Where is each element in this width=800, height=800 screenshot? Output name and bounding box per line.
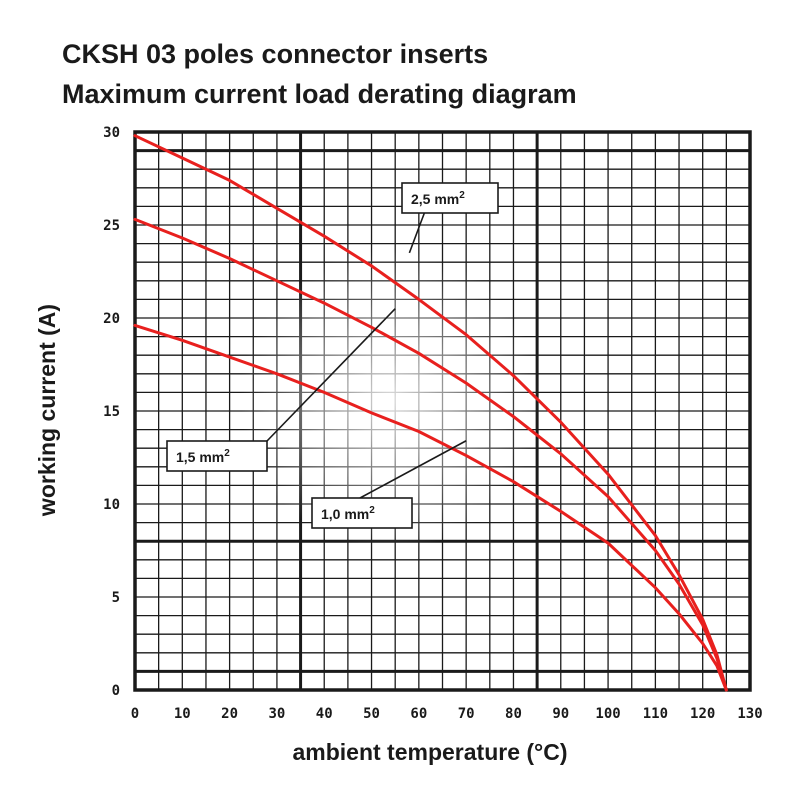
chart-title: CKSH 03 poles connector inserts Maximum …	[62, 34, 577, 114]
x-tick-label: 50	[363, 706, 380, 722]
x-tick-label: 120	[690, 706, 715, 722]
label-superscript: 2	[369, 505, 375, 516]
series-line-2	[133, 217, 728, 692]
x-tick-label: 30	[268, 706, 285, 722]
label-box	[166, 440, 268, 472]
label-box	[311, 497, 413, 529]
x-tick-label: 0	[131, 706, 139, 722]
series-line-3	[133, 323, 728, 692]
label-main: 1,0 mm	[321, 506, 369, 522]
series-label-2: 1,5 mm2	[166, 308, 396, 472]
y-tick-label: 20	[103, 311, 120, 327]
x-tick-label: 100	[595, 706, 620, 722]
y-tick-label: 25	[103, 218, 120, 234]
y-tick-label: 10	[103, 497, 120, 513]
chart-title-line-1: CKSH 03 poles connector inserts	[62, 39, 489, 69]
x-tick-label: 90	[552, 706, 569, 722]
leader-line	[266, 308, 396, 442]
series-label-text: 2,5 mm2	[411, 190, 465, 207]
series-label-3: 1,0 mm2	[311, 440, 467, 529]
x-tick-label: 10	[174, 706, 191, 722]
label-main: 1,5 mm	[176, 449, 224, 465]
label-main: 2,5 mm	[411, 191, 459, 207]
x-tick-label: 110	[643, 706, 668, 722]
x-tick-label: 60	[410, 706, 427, 722]
x-tick-label: 40	[316, 706, 333, 722]
leader-line	[359, 440, 467, 499]
y-axis-label: working current (A)	[34, 304, 60, 517]
series-label-text: 1,5 mm2	[176, 448, 230, 465]
y-tick-label: 5	[112, 590, 120, 606]
x-tick-label: 20	[221, 706, 238, 722]
y-tick-label: 30	[103, 125, 120, 141]
plot-frame	[133, 130, 752, 692]
label-superscript: 2	[459, 190, 465, 201]
y-tick-label: 0	[112, 683, 120, 699]
x-tick-label: 130	[737, 706, 762, 722]
series-group	[133, 134, 728, 692]
label-superscript: 2	[224, 448, 230, 459]
y-tick-label: 15	[103, 404, 120, 420]
series-label-1: 2,5 mm2	[401, 182, 499, 254]
x-tick-label: 80	[505, 706, 522, 722]
label-box	[401, 182, 499, 214]
series-label-text: 1,0 mm2	[321, 505, 375, 522]
x-axis-label: ambient temperature (°C)	[292, 739, 567, 765]
label-glow	[240, 250, 540, 550]
chart-title-line-2: Maximum current load derating diagram	[62, 79, 577, 109]
x-tick-label: 70	[458, 706, 475, 722]
series-line-1	[133, 134, 728, 692]
